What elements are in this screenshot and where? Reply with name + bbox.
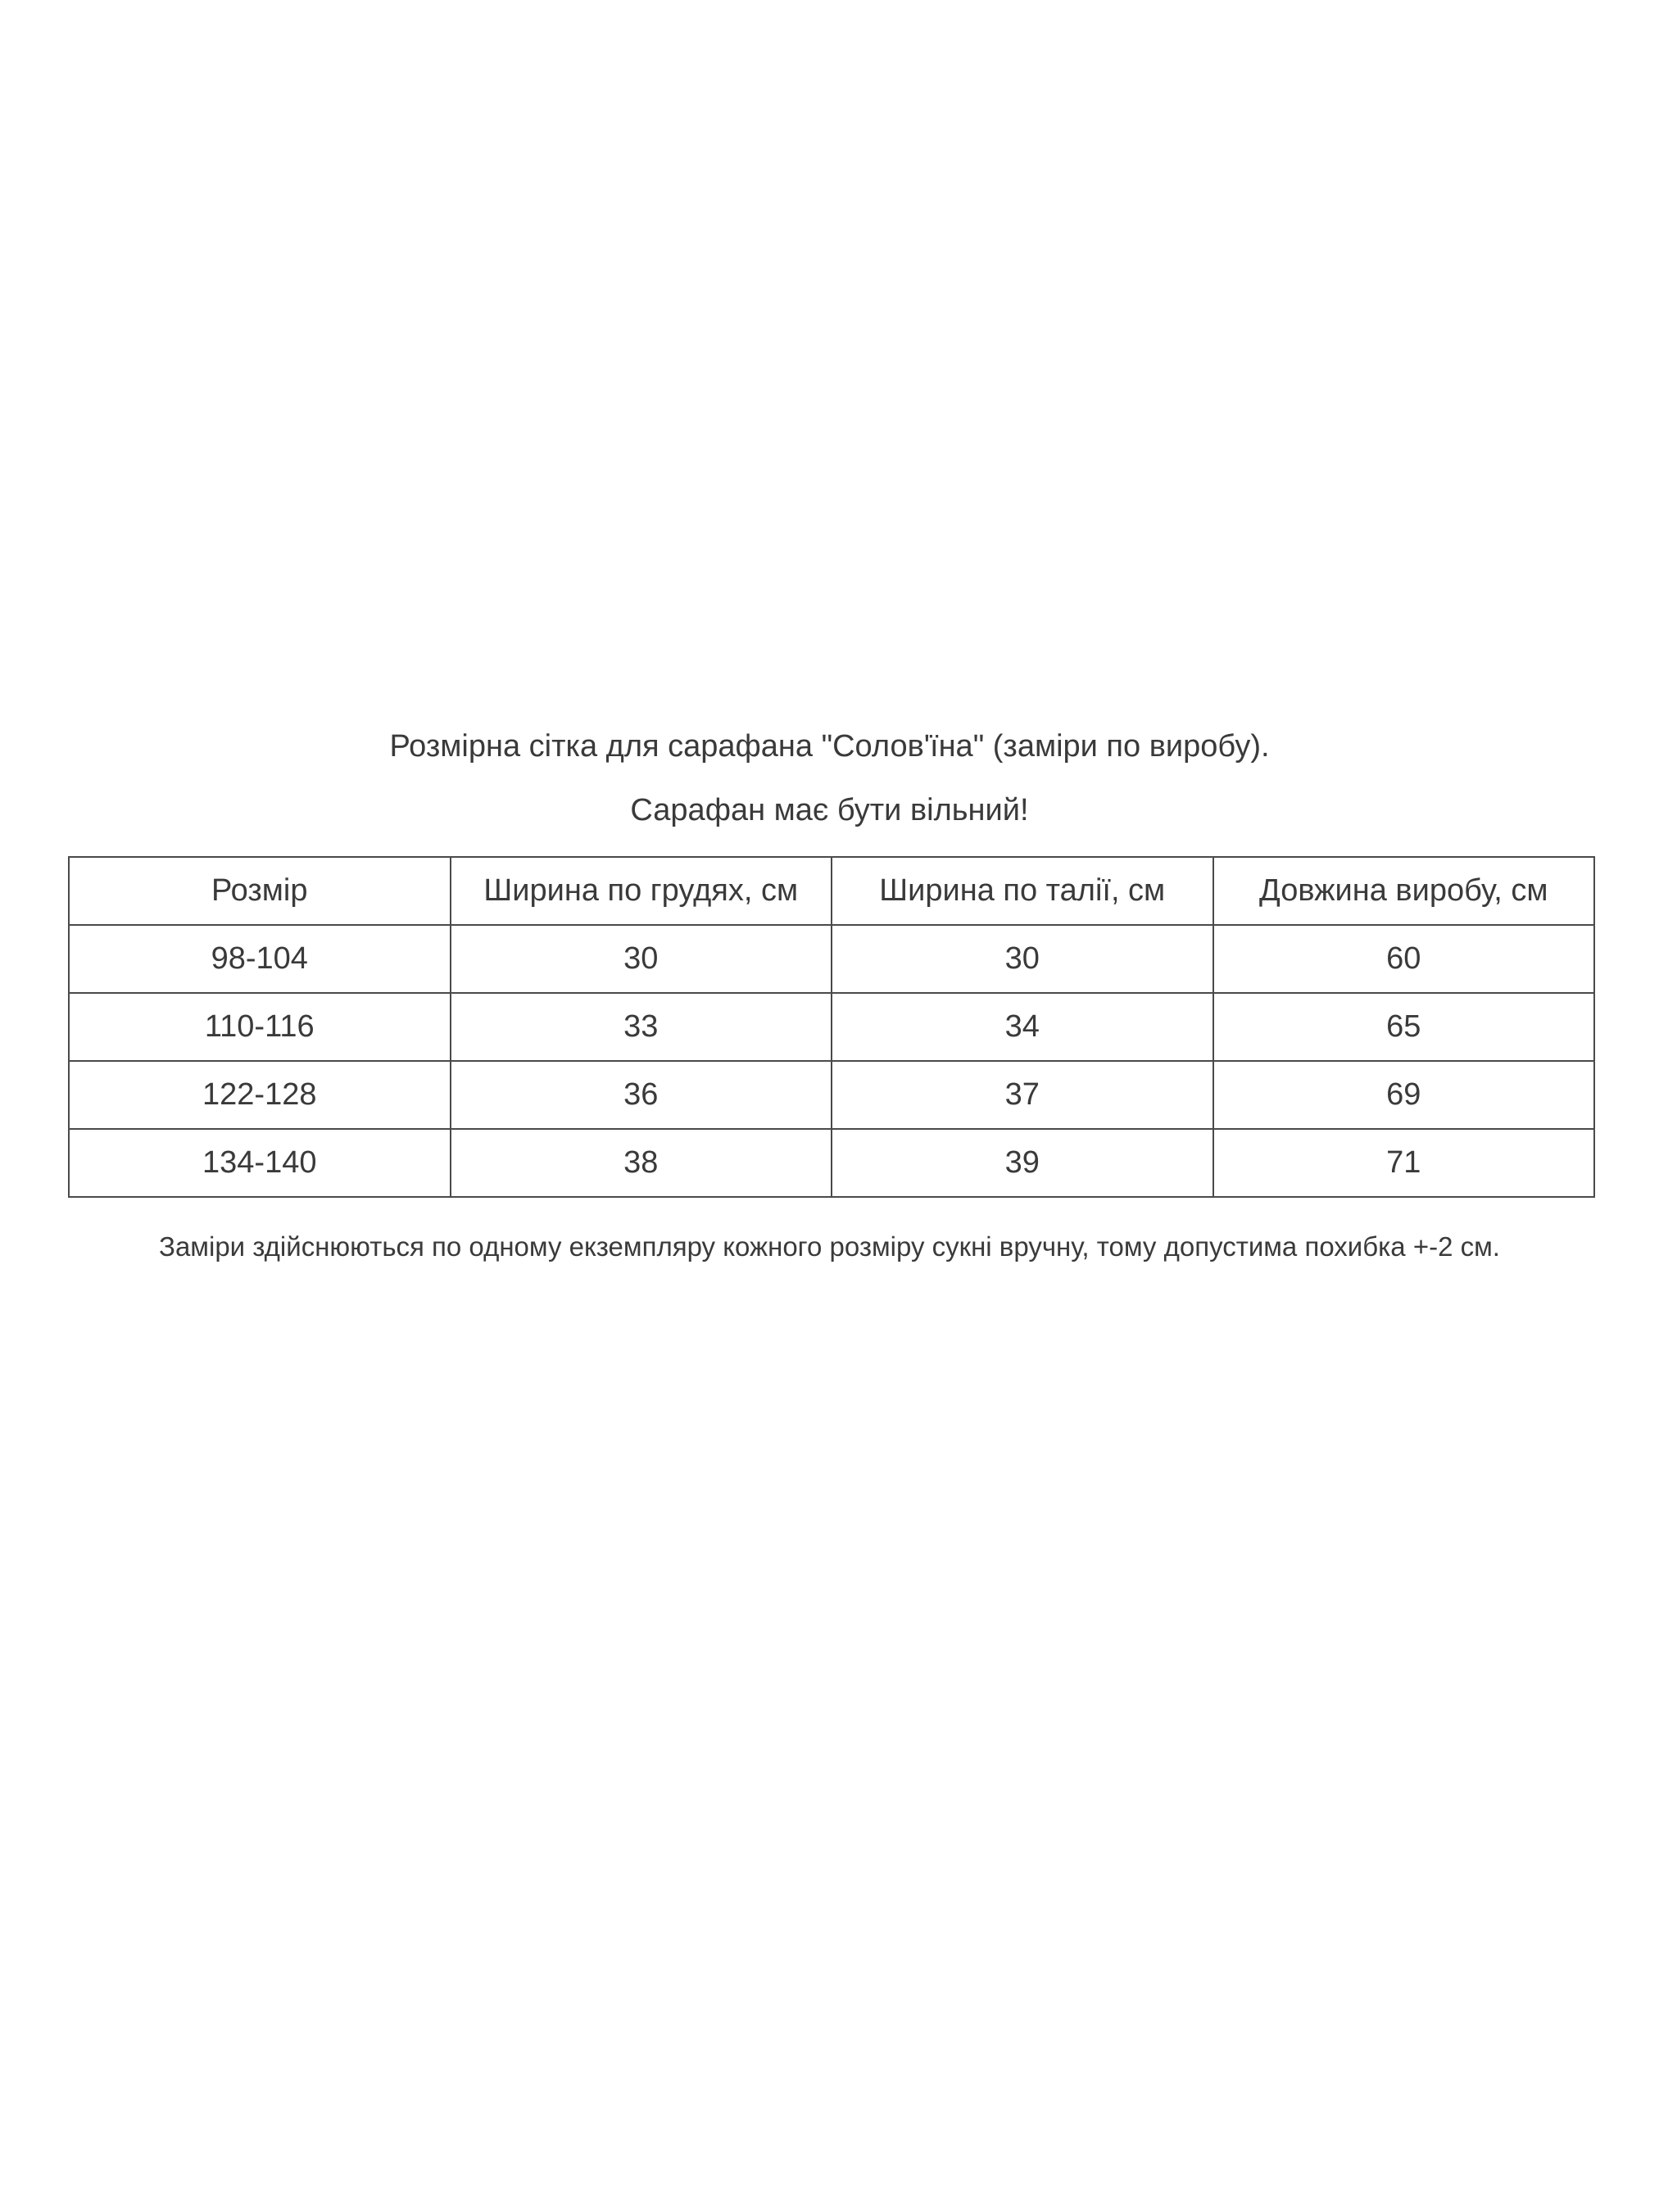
cell-size: 134-140: [68, 1128, 451, 1198]
table-row: 98-104 30 30 60: [68, 924, 1595, 994]
cell-length: 71: [1212, 1128, 1595, 1198]
cell-size: 110-116: [68, 992, 451, 1062]
size-chart-subtitle: Сарафан має бути вільний!: [630, 793, 1029, 827]
cell-waist: 34: [831, 992, 1214, 1062]
header-size: Розмір: [68, 856, 451, 926]
cell-size: 98-104: [68, 924, 451, 994]
cell-chest: 30: [449, 924, 832, 994]
cell-chest: 36: [449, 1060, 832, 1130]
cell-waist: 39: [831, 1128, 1214, 1198]
cell-chest: 33: [449, 992, 832, 1062]
table-row: 134-140 38 39 71: [68, 1128, 1595, 1198]
cell-length: 65: [1212, 992, 1595, 1062]
cell-length: 60: [1212, 924, 1595, 994]
size-chart-title: Розмірна сітка для сарафана "Солов'їна" …: [389, 729, 1270, 764]
cell-length: 69: [1212, 1060, 1595, 1130]
measurement-note: Заміри здійснюються по одному екземпляру…: [159, 1231, 1500, 1262]
header-waist-width: Ширина по талії, см: [831, 856, 1214, 926]
table-row: 122-128 36 37 69: [68, 1060, 1595, 1130]
cell-size: 122-128: [68, 1060, 451, 1130]
cell-waist: 37: [831, 1060, 1214, 1130]
size-table: Розмір Ширина по грудях, см Ширина по та…: [68, 856, 1595, 1198]
header-chest-width: Ширина по грудях, см: [449, 856, 832, 926]
table-header-row: Розмір Ширина по грудях, см Ширина по та…: [68, 856, 1595, 926]
header-length: Довжина виробу, см: [1212, 856, 1595, 926]
cell-waist: 30: [831, 924, 1214, 994]
cell-chest: 38: [449, 1128, 832, 1198]
table-row: 110-116 33 34 65: [68, 992, 1595, 1062]
